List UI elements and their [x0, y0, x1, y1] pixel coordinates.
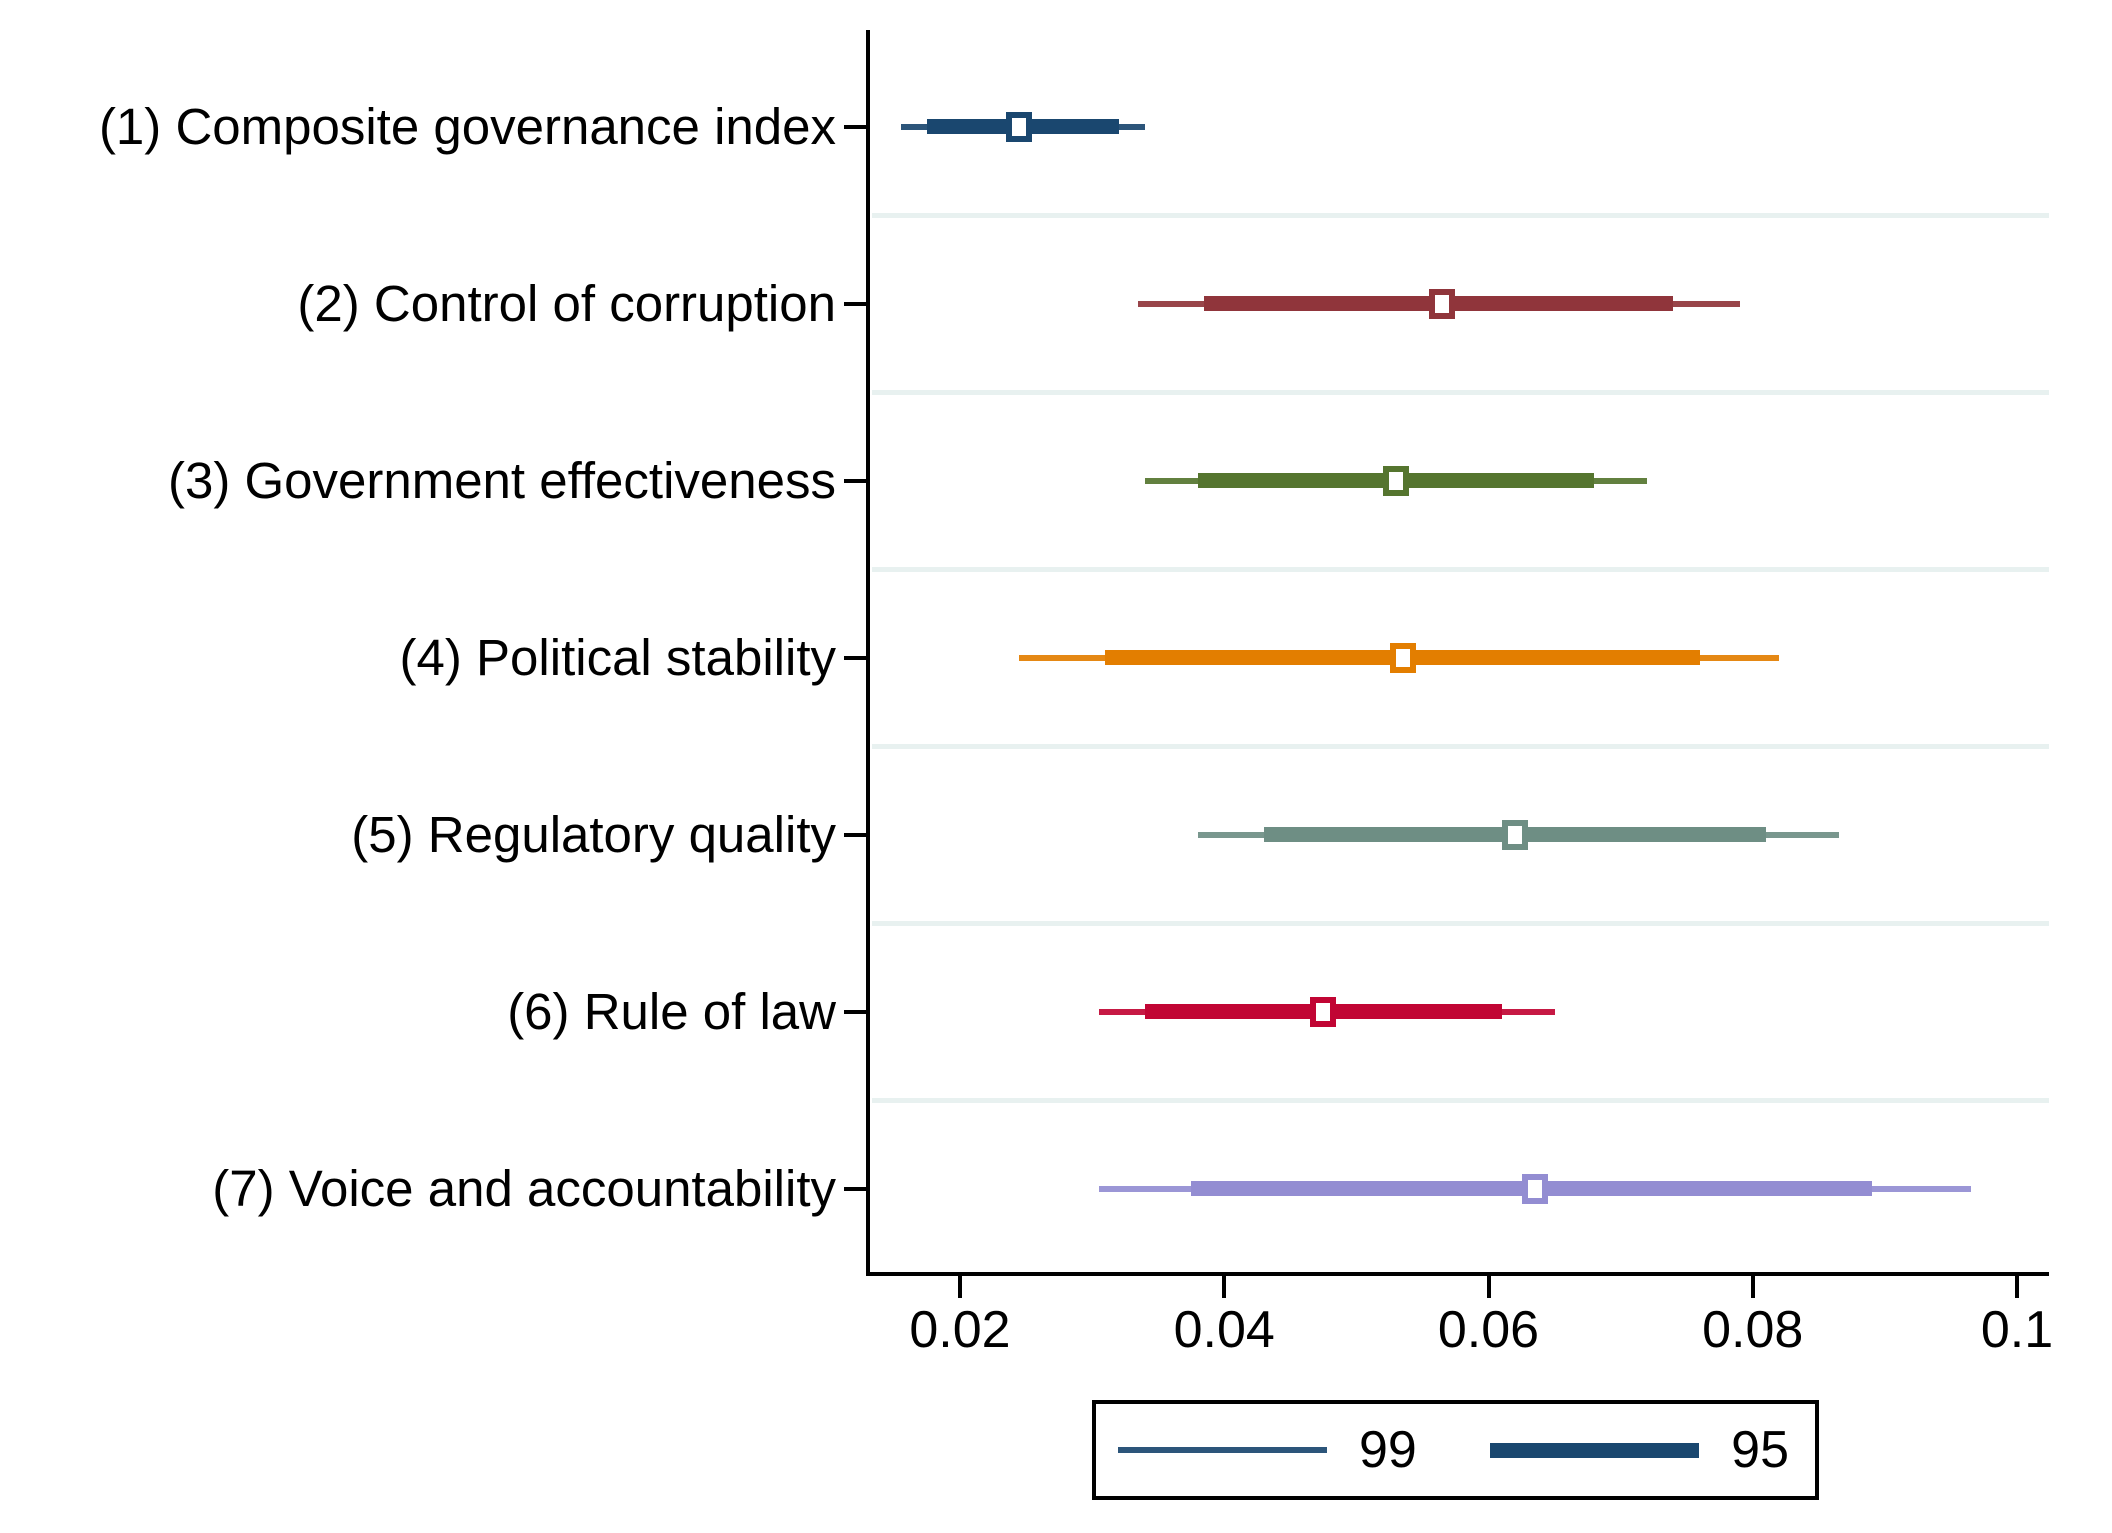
point-estimate-marker [1310, 997, 1337, 1027]
x-axis-tick [958, 1276, 962, 1298]
legend-ci99-line-icon [1118, 1447, 1327, 1453]
point-estimate-marker [1389, 643, 1416, 673]
point-estimate-marker [1006, 112, 1033, 142]
x-axis-tick [1222, 1276, 1227, 1298]
category-gridline [872, 390, 2049, 395]
category-label: (4) Political stability [399, 629, 836, 686]
x-axis-tick-label: 0.1 [1980, 1301, 2054, 1359]
category-gridline [872, 744, 2049, 749]
category-label: (6) Rule of law [507, 983, 836, 1040]
category-label: (5) Regulatory quality [351, 806, 836, 863]
x-axis-tick [2015, 1276, 2019, 1298]
category-gridline [872, 567, 2049, 572]
point-estimate-marker [1429, 289, 1456, 319]
x-axis-tick-label: 0.08 [1702, 1301, 1804, 1359]
x-axis-line [866, 1272, 2049, 1276]
category-gridline [872, 213, 2049, 218]
legend: 99 95 [1092, 1400, 1819, 1500]
y-axis-tick [844, 656, 870, 660]
y-axis-tick [844, 125, 870, 129]
x-axis-tick-label: 0.06 [1437, 1301, 1540, 1359]
point-estimate-marker [1383, 466, 1409, 496]
legend-ci95-line-icon [1490, 1442, 1700, 1458]
x-axis-tick-label: 0.02 [909, 1301, 1011, 1359]
category-label: (2) Control of corruption [297, 275, 836, 332]
category-label: (1) Composite governance index [98, 98, 836, 155]
legend-label-99: 99 [1359, 1421, 1417, 1479]
y-axis-tick [844, 1187, 870, 1191]
legend-entry-95: 95 [1490, 1420, 1789, 1480]
legend-entry-99: 99 [1118, 1420, 1417, 1480]
y-axis-tick [844, 833, 870, 837]
point-estimate-marker [1501, 820, 1528, 850]
x-axis-tick [1750, 1276, 1755, 1298]
category-gridline [872, 1098, 2049, 1103]
y-axis-tick [844, 479, 870, 483]
category-label: (3) Government effectiveness [167, 452, 836, 509]
x-axis-tick [1486, 1276, 1491, 1298]
y-axis-tick [844, 302, 870, 306]
y-axis-line [866, 30, 870, 1276]
y-axis-tick [844, 1010, 870, 1014]
category-gridline [872, 921, 2049, 926]
x-axis-tick-label: 0.04 [1173, 1301, 1275, 1359]
point-estimate-marker [1521, 1174, 1548, 1204]
legend-label-95: 95 [1731, 1421, 1789, 1479]
category-label: (7) Voice and accountability [212, 1160, 836, 1217]
